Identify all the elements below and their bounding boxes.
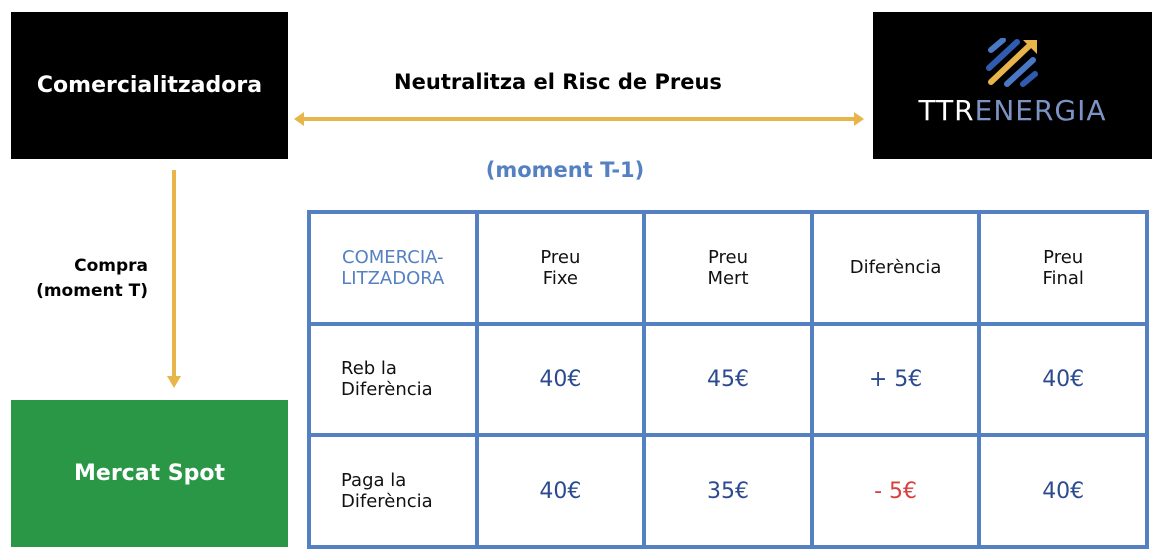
value-cell: 40€: [474, 433, 647, 549]
header-cell: Preu Fixe: [474, 210, 647, 326]
buy-label-line1: Compra: [74, 256, 148, 276]
value-cell: 40€: [474, 321, 647, 438]
header-cell: Preu Mert: [642, 210, 814, 326]
diagram-title: Neutralitza el Risc de Preus: [394, 70, 722, 94]
table-header-row: COMERCIA- LITZADORA Preu Fixe Preu Mert Dif…: [307, 210, 1149, 326]
value-cell: 40€: [977, 433, 1149, 549]
table-row: Reb la Diferència 40€ 45€ + 5€ 40€: [307, 321, 1149, 438]
down-arrow: [167, 170, 181, 388]
header-cell: Preu Final: [977, 210, 1149, 326]
header-cell: Diferència: [809, 210, 982, 326]
mercat-spot-label: Mercat Spot: [74, 461, 225, 486]
value-cell: 40€: [977, 321, 1149, 438]
value-cell-negative: - 5€: [809, 433, 982, 549]
ttr-energia-logo-box: TTRENERGIA: [873, 12, 1152, 159]
logo-text-energia: ENERGIA: [974, 94, 1107, 127]
buy-label-line2: (moment T): [36, 281, 148, 301]
buy-label: Compra (moment T): [10, 254, 148, 304]
row-label: Reb la Diferència: [307, 321, 479, 438]
ttr-energia-logo-icon: [985, 38, 1038, 87]
logo-text-ttr: TTR: [918, 94, 975, 127]
table-row: Paga la Diferència 40€ 35€ - 5€ 40€: [307, 433, 1149, 549]
price-table: COMERCIA- LITZADORA Preu Fixe Preu Mert Dif…: [307, 210, 1149, 549]
value-cell: 45€: [642, 321, 814, 438]
comercialitzadora-box: Comercialitzadora: [11, 12, 288, 159]
header-cell: COMERCIA- LITZADORA: [307, 210, 479, 326]
mercat-spot-box: Mercat Spot: [11, 400, 288, 547]
row-label: Paga la Diferència: [307, 433, 479, 549]
comercialitzadora-label: Comercialitzadora: [36, 73, 263, 98]
value-cell: 35€: [642, 433, 814, 549]
value-cell: + 5€: [809, 321, 982, 438]
double-arrow: [294, 112, 864, 126]
moment-t1-label: (moment T-1): [485, 158, 645, 182]
